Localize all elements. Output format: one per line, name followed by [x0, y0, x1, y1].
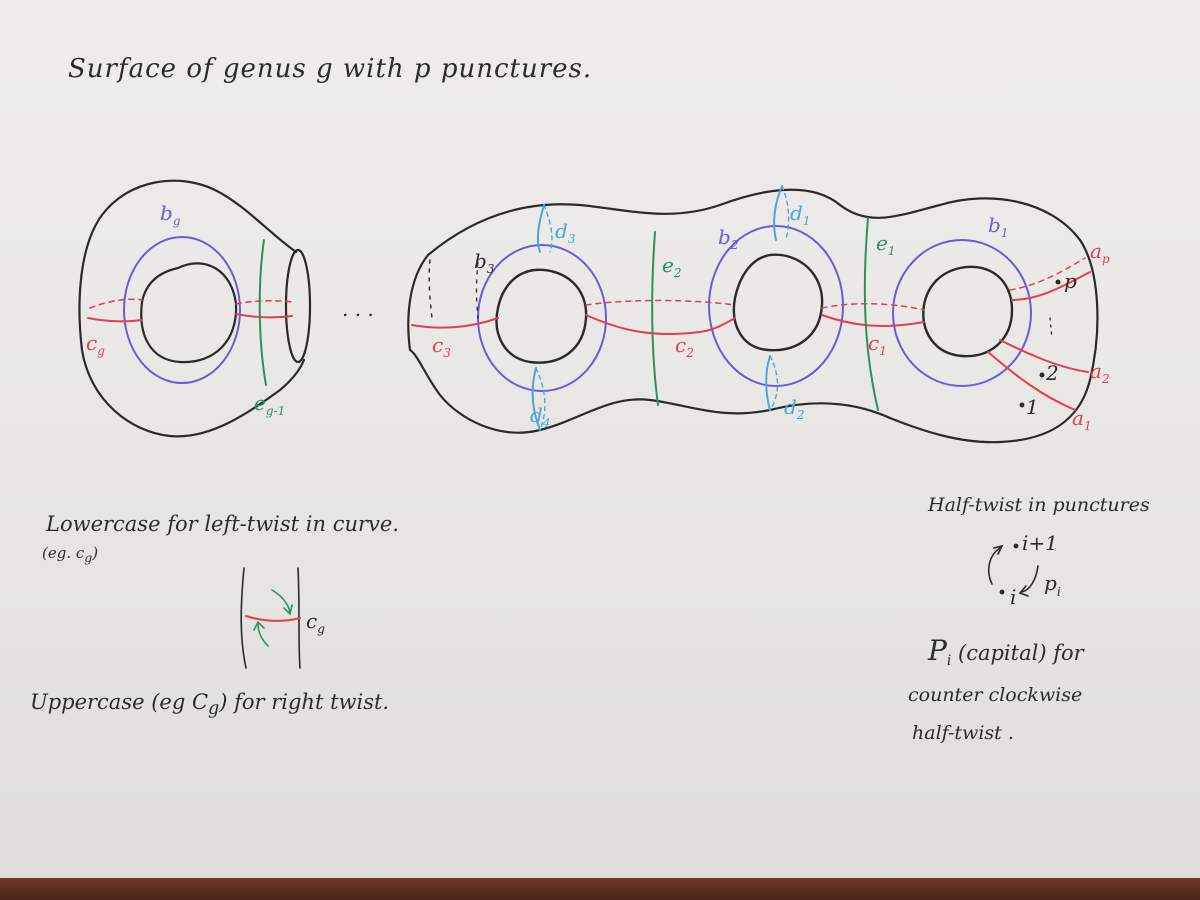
curve-c2-back [585, 299, 736, 306]
curve-c1-back [821, 302, 925, 311]
label-d3: d3 [555, 219, 576, 246]
curve-cg-back [89, 298, 143, 309]
curve-cg-right [235, 313, 293, 319]
label-d2: d2 [784, 395, 804, 422]
curve-b1 [892, 239, 1032, 387]
curve-ap-back [1009, 257, 1086, 291]
curve-d2 [765, 355, 771, 411]
twist-arrow-bottom [257, 623, 269, 647]
label-e1: e1 [876, 231, 895, 258]
capital-sub: i [946, 653, 952, 670]
halftwist-dot-top [1013, 543, 1019, 549]
hole-2 [732, 253, 824, 352]
capital-text: (capital) for [958, 641, 1084, 665]
curve-b3-dash [475, 261, 479, 319]
hole-3 [495, 268, 588, 364]
twist-label: cg [306, 609, 325, 636]
halftwist-arrow-right-head [1018, 585, 1029, 597]
lowercase-example-close: ) [92, 544, 99, 562]
puncture-dots-dashed [1049, 317, 1053, 339]
puncture-label-1: 1 [1026, 395, 1039, 419]
curve-d1-back [781, 185, 790, 241]
curve-b2 [708, 225, 844, 387]
ellipsis: . . . [342, 297, 374, 321]
curve-cg [87, 317, 143, 323]
lowercase-note: Lowercase for left-twist in curve. [46, 512, 400, 536]
capital-label: P [928, 634, 947, 667]
uppercase-note-a: Uppercase (eg C [30, 690, 209, 714]
lowercase-example-text: (eg. c [42, 544, 85, 562]
uppercase-note-sub: g [208, 699, 220, 720]
label-d4: d4 [530, 403, 550, 430]
puncture-p [1055, 279, 1061, 285]
twist-curve [245, 615, 301, 622]
label-cg: cg [86, 331, 105, 358]
label-eg1: eg-1 [254, 391, 285, 418]
halftwist-arrow-right [1021, 565, 1039, 593]
curve-d4 [531, 367, 541, 431]
label-c1: c1 [868, 331, 887, 358]
twist-line-left [240, 567, 247, 669]
curve-e2 [651, 231, 659, 406]
label-c2: c2 [675, 333, 694, 360]
label-b3: b3 [474, 249, 495, 276]
curve-e1 [863, 217, 879, 411]
puncture-1 [1019, 402, 1025, 408]
halftwist-dot-bottom [999, 589, 1005, 595]
curve-d4-back [535, 367, 546, 431]
curve-ap [1011, 271, 1091, 301]
curve-a2 [999, 339, 1089, 373]
curve-c3 [411, 317, 499, 329]
halftwist-bottom-label: i [1010, 585, 1016, 609]
halftwist-arrow-left [987, 547, 1001, 585]
right-piece-dashed-edge [428, 259, 433, 319]
twist-line-right [297, 567, 301, 669]
curve-c2 [585, 314, 736, 335]
label-c3: c3 [432, 333, 451, 360]
curve-eg1 [258, 239, 267, 386]
uppercase-note: Uppercase (eg Cg) for right twist. [30, 690, 389, 719]
capital-note-line2: counter clockwise [908, 684, 1083, 706]
left-piece-cuff [284, 248, 312, 364]
curve-d3 [536, 204, 545, 253]
twist-arrow-top-head [283, 604, 293, 616]
label-a1: a1 [1072, 406, 1092, 433]
lowercase-example: (eg. cg) [42, 544, 98, 565]
hole-1 [922, 265, 1014, 358]
table-edge [0, 878, 1200, 900]
curve-d2-back [769, 355, 779, 411]
label-b2: b2 [718, 225, 738, 252]
label-a2: a2 [1090, 359, 1110, 386]
curve-c1 [821, 314, 925, 327]
twist-arrow-top [271, 589, 291, 613]
capital-note-line3: half-twist . [912, 722, 1014, 744]
curve-cg-right-back [235, 299, 293, 305]
left-piece-outline [78, 179, 306, 438]
twist-arrow-bottom-head [253, 620, 265, 631]
curve-a1 [987, 351, 1076, 411]
puncture-label-p: p [1064, 269, 1077, 293]
capital-note: Pi (capital) for [928, 634, 1084, 669]
halftwist-pi-label: pi [1044, 571, 1061, 599]
uppercase-note-b: ) for right twist. [219, 690, 390, 714]
page-title: Surface of genus g with p punctures. [68, 54, 593, 84]
label-b1: b1 [988, 213, 1008, 240]
label-e2: e2 [662, 253, 681, 280]
left-hole [140, 262, 238, 364]
curve-d1 [773, 185, 783, 241]
label-ap: ap [1090, 239, 1110, 266]
label-bg: bg [160, 201, 181, 228]
curve-bg [123, 236, 241, 384]
half-twist-title: Half-twist in punctures [928, 494, 1150, 516]
halftwist-top-label: i+1 [1022, 531, 1058, 555]
right-piece-outline [407, 188, 1099, 444]
halftwist-arrow-left-head [993, 544, 1004, 555]
puncture-2 [1039, 372, 1045, 378]
puncture-label-2: 2 [1045, 361, 1059, 385]
lowercase-example-sub: g [84, 550, 93, 565]
label-d1: d1 [790, 201, 810, 228]
curve-d3-back [543, 204, 553, 253]
